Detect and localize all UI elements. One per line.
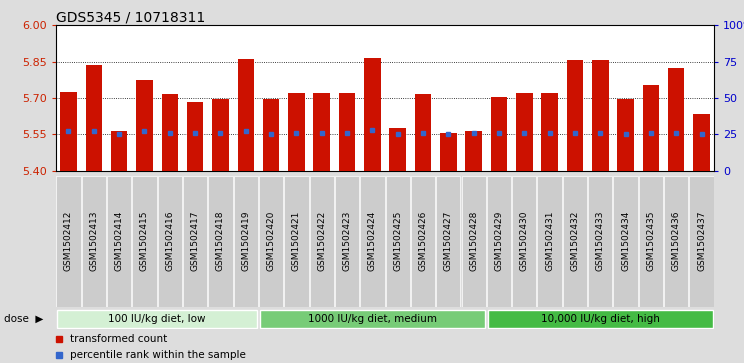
Text: GSM1502435: GSM1502435 (647, 210, 655, 271)
Text: GSM1502421: GSM1502421 (292, 210, 301, 271)
Text: GSM1502422: GSM1502422 (317, 211, 326, 270)
Text: GSM1502423: GSM1502423 (342, 210, 351, 271)
Bar (335, 176, 359, 307)
Bar (664, 176, 688, 307)
Text: GSM1502434: GSM1502434 (621, 210, 630, 271)
Bar (588, 176, 612, 307)
Text: GSM1502413: GSM1502413 (89, 210, 98, 271)
Bar (260, 310, 485, 327)
Text: GSM1502412: GSM1502412 (64, 210, 73, 271)
Text: GSM1502425: GSM1502425 (393, 210, 403, 271)
Text: 100 IU/kg diet, low: 100 IU/kg diet, low (109, 314, 206, 323)
Bar (461, 176, 486, 307)
Text: GSM1502426: GSM1502426 (419, 210, 428, 271)
Bar (86, 65, 102, 171)
Bar (339, 93, 356, 171)
Text: GSM1502417: GSM1502417 (190, 210, 199, 271)
Bar (516, 93, 533, 171)
Bar (385, 176, 410, 307)
Bar (567, 61, 583, 171)
Bar (491, 97, 507, 171)
Bar (284, 176, 309, 307)
Bar (212, 99, 228, 171)
Bar (111, 131, 127, 171)
Text: 1000 IU/kg diet, medium: 1000 IU/kg diet, medium (308, 314, 437, 323)
Bar (562, 176, 587, 307)
Bar (436, 176, 461, 307)
Text: GSM1502420: GSM1502420 (266, 210, 275, 271)
Bar (440, 133, 457, 171)
Bar (187, 102, 203, 171)
Bar (618, 99, 634, 171)
Bar (60, 92, 77, 171)
Bar (313, 93, 330, 171)
Text: GSM1502436: GSM1502436 (672, 210, 681, 271)
Text: GSM1502432: GSM1502432 (571, 210, 580, 271)
Text: GSM1502416: GSM1502416 (165, 210, 174, 271)
Text: GSM1502418: GSM1502418 (216, 210, 225, 271)
Bar (512, 176, 536, 307)
Text: GSM1502415: GSM1502415 (140, 210, 149, 271)
Bar (690, 176, 713, 307)
Text: GSM1502437: GSM1502437 (697, 210, 706, 271)
Bar (542, 93, 558, 171)
Text: 10,000 IU/kg diet, high: 10,000 IU/kg diet, high (541, 314, 660, 323)
Bar (263, 99, 279, 171)
Bar (288, 93, 304, 171)
Text: GDS5345 / 10718311: GDS5345 / 10718311 (56, 11, 205, 25)
Bar (132, 176, 156, 307)
Bar (237, 59, 254, 171)
Bar (364, 58, 381, 171)
Text: transformed count: transformed count (70, 334, 167, 344)
Bar (234, 176, 258, 307)
Bar (161, 94, 178, 171)
Bar (639, 176, 663, 307)
Bar (668, 68, 684, 171)
Bar (466, 131, 482, 171)
Bar (414, 94, 432, 171)
Text: GSM1502414: GSM1502414 (115, 210, 124, 271)
Bar (592, 61, 609, 171)
Bar (107, 176, 131, 307)
Bar (614, 176, 638, 307)
Bar (487, 176, 511, 307)
Text: GSM1502430: GSM1502430 (520, 210, 529, 271)
Bar (136, 80, 153, 171)
Bar (411, 176, 435, 307)
Bar (360, 176, 385, 307)
Text: GSM1502433: GSM1502433 (596, 210, 605, 271)
Text: GSM1502428: GSM1502428 (469, 210, 478, 271)
Bar (57, 310, 257, 327)
Bar (643, 85, 659, 171)
Bar (310, 176, 334, 307)
Text: GSM1502429: GSM1502429 (495, 210, 504, 271)
Bar (259, 176, 283, 307)
Text: GSM1502424: GSM1502424 (368, 211, 377, 270)
Bar (57, 176, 80, 307)
Bar (487, 310, 713, 327)
Text: GSM1502431: GSM1502431 (545, 210, 554, 271)
Bar (389, 128, 406, 171)
Bar (82, 176, 106, 307)
Text: percentile rank within the sample: percentile rank within the sample (70, 350, 246, 360)
Bar (158, 176, 182, 307)
Text: GSM1502419: GSM1502419 (241, 210, 250, 271)
Bar (537, 176, 562, 307)
Bar (183, 176, 208, 307)
Text: GSM1502427: GSM1502427 (444, 210, 453, 271)
Bar (693, 114, 710, 171)
Bar (208, 176, 233, 307)
Text: dose  ▶: dose ▶ (4, 314, 43, 323)
